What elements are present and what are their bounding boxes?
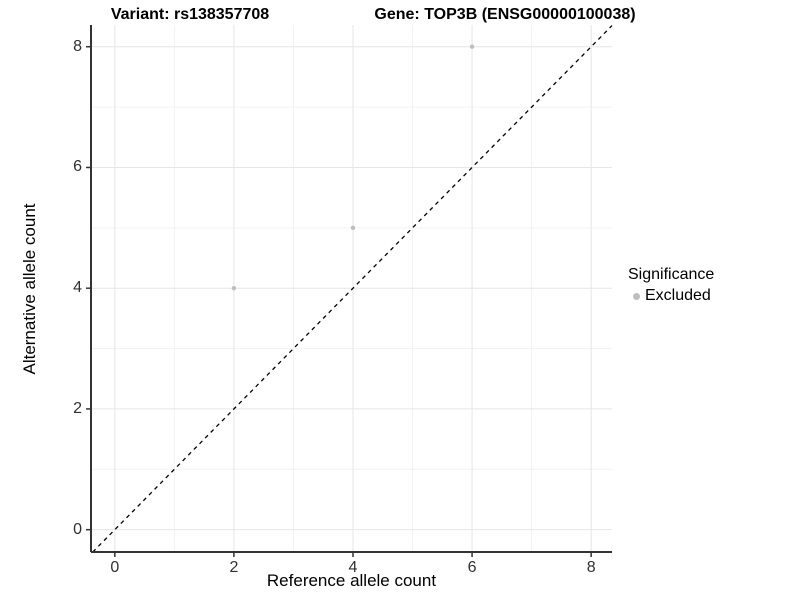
- x-axis-title: Reference allele count: [266, 571, 437, 590]
- data-point: [350, 225, 356, 231]
- gene-title: Gene: TOP3B (ENSG00000100038): [374, 6, 636, 23]
- x-tick-label: 4: [348, 559, 358, 576]
- legend-entry-excluded: Excluded: [628, 287, 714, 305]
- y-tick-label: 8: [73, 37, 82, 55]
- legend: Significance Excluded: [628, 266, 714, 305]
- x-tick-label: 0: [110, 559, 120, 576]
- y-tick-label: 4: [73, 279, 82, 297]
- data-point: [231, 285, 237, 291]
- y-axis-title: Alternative allele count: [20, 203, 39, 375]
- legend-entry-label: Excluded: [645, 287, 711, 304]
- identity-line: [92, 25, 613, 553]
- legend-point-icon: [633, 292, 640, 300]
- x-tick-label: 8: [586, 559, 596, 576]
- legend-title: Significance: [628, 266, 715, 283]
- y-tick-label: 0: [73, 520, 82, 538]
- y-tick-label: 6: [73, 158, 82, 176]
- variant-title: Variant: rs138357708: [110, 6, 270, 23]
- y-tick-label: 2: [73, 399, 82, 417]
- data-point: [469, 44, 475, 49]
- x-tick-label: 2: [229, 559, 239, 576]
- x-tick-label: 6: [467, 559, 477, 576]
